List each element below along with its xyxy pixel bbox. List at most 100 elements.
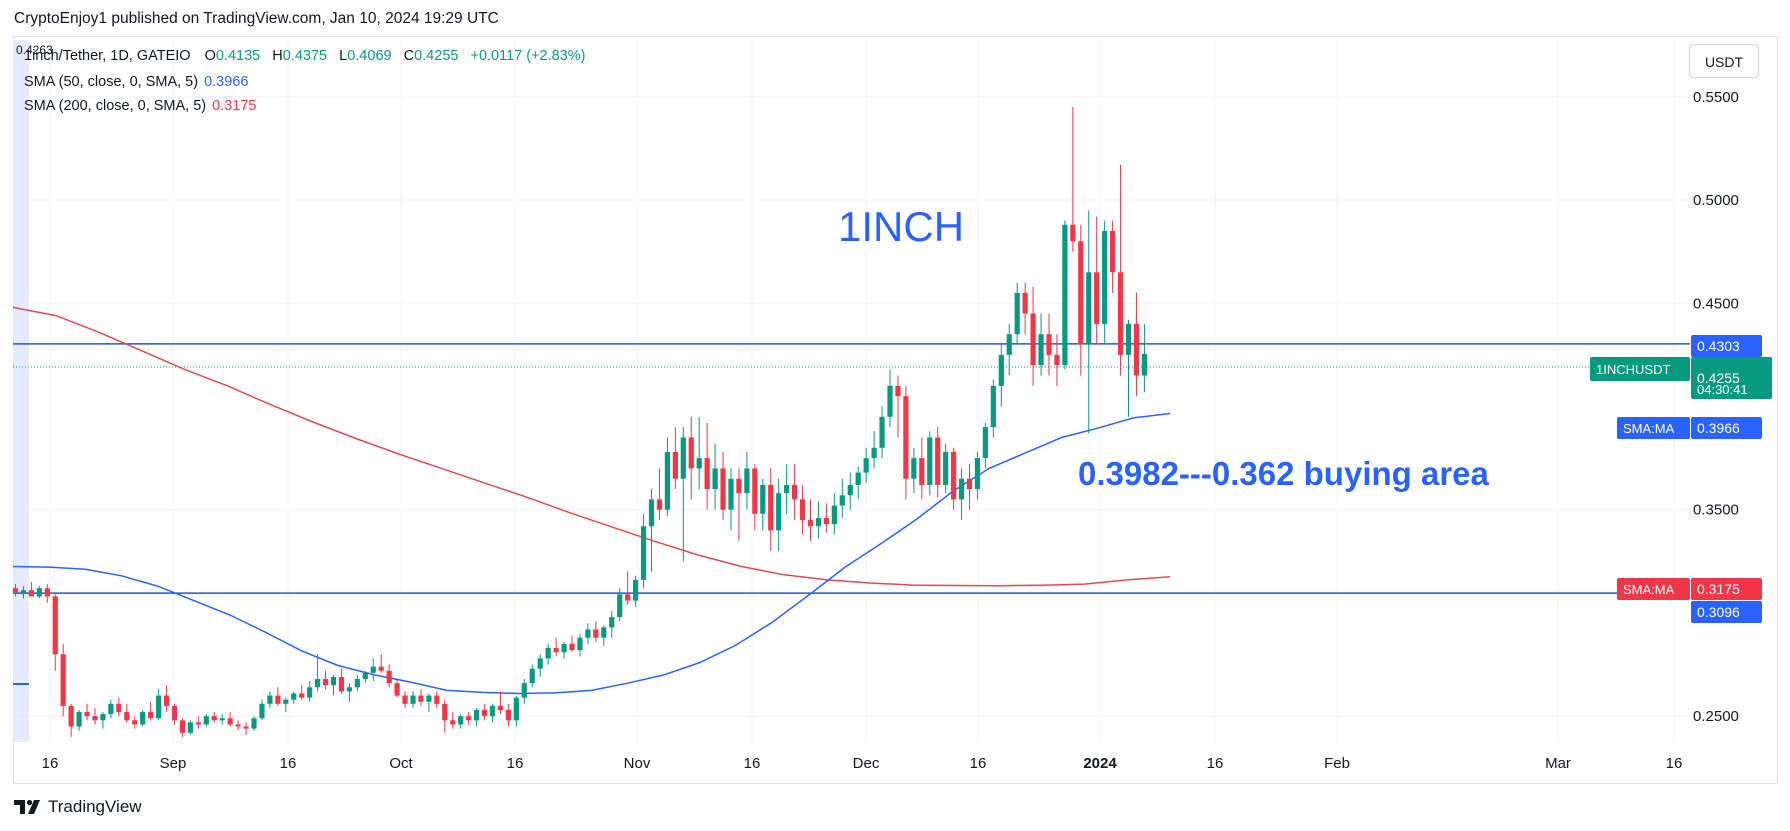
tradingview-brand: TradingView: [48, 797, 142, 816]
candle-body: [752, 468, 758, 514]
candle-body: [1030, 313, 1036, 366]
candle-body: [330, 676, 337, 686]
badge-line-upper-bg: [1691, 335, 1762, 357]
candle-body: [1006, 334, 1012, 355]
candle-body: [625, 594, 631, 601]
candle-body: [585, 629, 591, 638]
time-tick-label: Nov: [624, 755, 651, 772]
candle-body: [633, 579, 639, 601]
candle-body: [466, 716, 472, 721]
candle-body: [855, 472, 861, 485]
candle-body: [871, 447, 877, 459]
legend-open-label: O: [204, 48, 216, 64]
candle-body: [863, 458, 869, 473]
candle-body: [20, 590, 27, 593]
legend-sma200-row[interactable]: SMA (200, close, 0, SMA, 5) 0.3175: [24, 98, 257, 114]
candle-body: [561, 643, 567, 653]
candle-body: [354, 679, 360, 688]
candles: [12, 107, 1147, 737]
badge-line-lower: 0.3096: [1697, 604, 1740, 620]
badge-sma200-tag: SMA:MA: [1623, 582, 1675, 597]
candle-body: [44, 588, 50, 597]
badge-sma50-value: 0.3966: [1697, 420, 1740, 436]
time-tick-label: 16: [42, 755, 59, 772]
candle-body: [386, 670, 392, 684]
candle-body: [171, 705, 178, 721]
time-tick-label: 16: [1666, 755, 1683, 772]
candle-body: [792, 484, 798, 500]
candle-body: [219, 718, 225, 721]
legend-ohlc-row[interactable]: 0.4263 1inch/Tether, 1D, GATEIO O0.4135 …: [16, 43, 586, 64]
candle-body: [911, 458, 917, 479]
candle-body: [315, 679, 321, 688]
candle-body: [108, 703, 114, 715]
price-tick-label: 0.2500: [1693, 708, 1739, 725]
legend-sma200-label: SMA (200, close, 0, SMA, 5): [24, 98, 207, 114]
candle-body: [823, 517, 829, 525]
candle-body: [720, 468, 726, 510]
candle-body: [982, 427, 988, 459]
candle-body: [322, 679, 329, 686]
candle-body: [100, 714, 106, 721]
candle-body: [513, 697, 519, 721]
badge-sma50-value-bg: [1691, 417, 1762, 439]
sma200-polyline: [12, 306, 1171, 587]
time-tick-label: 2024: [1083, 755, 1117, 772]
candle-body: [728, 478, 734, 510]
candle-body: [338, 676, 345, 692]
candle-body: [291, 693, 297, 700]
candle-body: [307, 687, 313, 698]
badge-last-price-bg: [1691, 357, 1772, 399]
candle-body: [656, 499, 663, 510]
grid: [13, 40, 1690, 742]
time-axis: 16 Sep 16 Oct 16 Nov 16 Dec 16 2024 16 Feb Mar 16: [42, 755, 1683, 772]
candle-body: [84, 712, 90, 717]
candle-body: [195, 722, 201, 725]
candle-body: [243, 726, 249, 729]
candle-body: [52, 596, 58, 655]
time-tick-label: 16: [1207, 755, 1224, 772]
time-tick-label: Mar: [1545, 755, 1571, 772]
badge-symbol-tag: 1INCHUSDT: [1596, 362, 1670, 377]
tradingview-logo[interactable]: TradingView: [14, 797, 142, 817]
candle-body: [553, 648, 559, 653]
candle-body: [768, 484, 774, 531]
legend-open: 0.4135: [215, 48, 261, 64]
candle-body: [895, 385, 901, 397]
candle-body: [1094, 272, 1100, 324]
candle-body: [545, 648, 551, 659]
candle-body: [76, 712, 82, 727]
time-tick-label: 16: [744, 755, 761, 772]
candle-body: [1117, 272, 1124, 355]
badge-sma200-tag-bg: [1617, 578, 1690, 600]
candle-body: [481, 709, 488, 717]
candle-body: [966, 478, 973, 490]
candle-body: [505, 709, 511, 721]
time-tick-label: 16: [280, 755, 297, 772]
candle-body: [92, 716, 98, 721]
badge-symbol-tag-bg: [1590, 357, 1690, 381]
price-tick-label: 0.4500: [1693, 295, 1739, 312]
candle-body: [489, 705, 496, 717]
legend-sma50-row[interactable]: SMA (50, close, 0, SMA, 5) 0.3966: [24, 74, 248, 90]
candle-body: [203, 716, 209, 725]
price-axis: 0.5500 0.5000 0.4500 0.3500 0.2500: [1693, 89, 1739, 725]
candle-body: [163, 695, 170, 706]
tradingview-logo-icon: [14, 799, 40, 814]
candle-body: [12, 588, 19, 593]
candle-body: [140, 712, 146, 725]
badge-countdown: 04:30:41: [1697, 382, 1748, 397]
candle-body: [378, 666, 384, 671]
candle-body: [474, 709, 480, 721]
candle-body: [712, 468, 718, 490]
currency-button[interactable]: USDT: [1689, 44, 1759, 78]
candle-body: [951, 451, 957, 500]
legend-symbol: 1inch/Tether, 1D, GATEIO: [24, 48, 191, 64]
candle-body: [370, 666, 376, 673]
candle-body: [124, 712, 130, 721]
legend-clipped-price: 0.4263: [16, 43, 53, 57]
candle-body: [744, 468, 750, 494]
candle-body: [648, 499, 655, 527]
